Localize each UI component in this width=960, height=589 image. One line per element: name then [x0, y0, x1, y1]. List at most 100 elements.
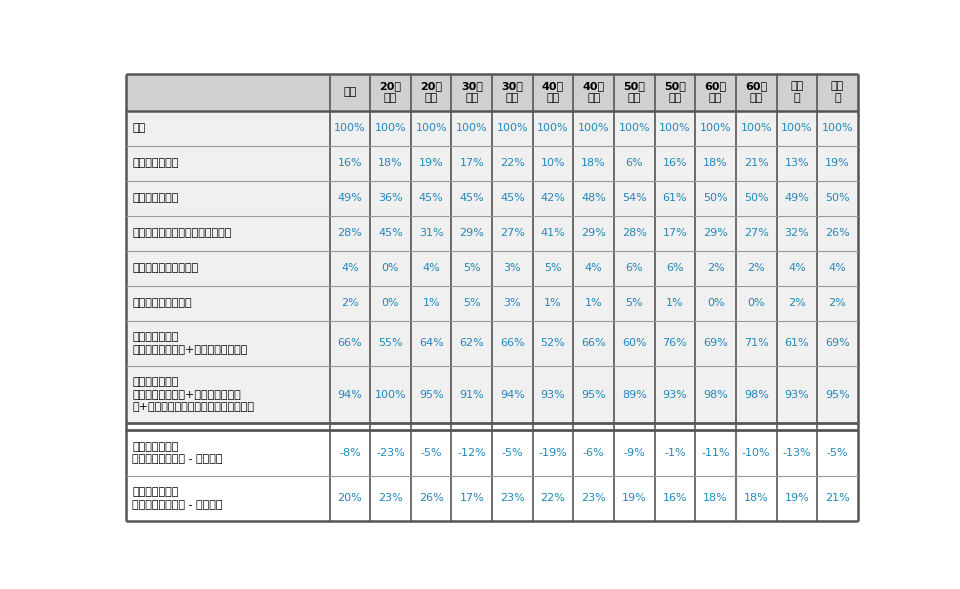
Bar — [411, 145, 451, 181]
Bar — [492, 181, 533, 216]
Text: 93%: 93% — [784, 389, 809, 399]
Bar — [492, 250, 533, 286]
Bar — [126, 430, 329, 475]
Text: 100%: 100% — [781, 123, 813, 133]
Bar — [411, 286, 451, 320]
Text: 60代
男性: 60代 男性 — [705, 81, 727, 103]
Text: 1%: 1% — [585, 298, 603, 308]
Text: 20代
女性: 20代 女性 — [420, 81, 443, 103]
Bar — [817, 430, 858, 475]
Bar — [371, 216, 411, 250]
Bar — [817, 181, 858, 216]
Text: 0%: 0% — [707, 298, 725, 308]
Text: -12%: -12% — [457, 448, 486, 458]
Text: 男性
計: 男性 計 — [790, 81, 804, 103]
Bar — [736, 145, 777, 181]
Text: 52%: 52% — [540, 339, 565, 349]
Text: 100%: 100% — [538, 123, 569, 133]
Text: -1%: -1% — [664, 448, 685, 458]
Text: 17%: 17% — [662, 228, 687, 238]
Bar — [573, 250, 614, 286]
Bar — [371, 250, 411, 286]
Bar — [411, 430, 451, 475]
Bar — [329, 111, 371, 145]
Bar — [533, 366, 573, 423]
Text: 3%: 3% — [504, 263, 521, 273]
Bar — [371, 74, 411, 111]
Text: どちらともいえない・わからない: どちらともいえない・わからない — [132, 228, 231, 238]
Bar — [614, 216, 655, 250]
Text: 49%: 49% — [784, 193, 809, 203]
Bar — [371, 320, 411, 366]
Bar — [573, 286, 614, 320]
Text: 全体: 全体 — [344, 87, 356, 97]
Bar — [533, 430, 573, 475]
Text: 40代
女性: 40代 女性 — [583, 81, 605, 103]
Text: 4%: 4% — [828, 263, 847, 273]
Bar — [695, 430, 736, 475]
Bar — [126, 250, 329, 286]
Text: 22%: 22% — [540, 494, 565, 504]
Bar — [736, 250, 777, 286]
Text: 2%: 2% — [788, 298, 805, 308]
Bar — [777, 366, 817, 423]
Bar — [573, 366, 614, 423]
Bar — [451, 475, 492, 521]
Bar — [533, 286, 573, 320]
Bar — [533, 216, 573, 250]
Text: 18%: 18% — [378, 158, 403, 168]
Bar — [614, 430, 655, 475]
Bar — [777, 216, 817, 250]
Text: 4%: 4% — [788, 263, 805, 273]
Bar — [411, 111, 451, 145]
Text: 100%: 100% — [374, 389, 406, 399]
Text: 50%: 50% — [826, 193, 850, 203]
Text: 61%: 61% — [784, 339, 809, 349]
Text: -5%: -5% — [502, 448, 523, 458]
Bar — [817, 320, 858, 366]
Bar — [817, 145, 858, 181]
Text: 100%: 100% — [334, 123, 366, 133]
Bar — [817, 111, 858, 145]
Text: 95%: 95% — [582, 389, 606, 399]
Bar — [451, 145, 492, 181]
Bar — [614, 475, 655, 521]
Text: 54%: 54% — [622, 193, 647, 203]
Text: 10%: 10% — [540, 158, 565, 168]
Text: 2%: 2% — [707, 263, 725, 273]
Text: -13%: -13% — [782, 448, 811, 458]
Text: 1%: 1% — [422, 298, 440, 308]
Text: -5%: -5% — [420, 448, 442, 458]
Bar — [655, 250, 695, 286]
Bar — [411, 366, 451, 423]
Bar — [371, 286, 411, 320]
Text: 45%: 45% — [419, 193, 444, 203]
Bar — [614, 286, 655, 320]
Bar — [126, 74, 329, 111]
Text: 積極的潜在需要
（積極的利用意向 - 利用率）: 積極的潜在需要 （積極的利用意向 - 利用率） — [132, 442, 223, 464]
Bar — [695, 475, 736, 521]
Bar — [329, 430, 371, 475]
Text: 13%: 13% — [784, 158, 809, 168]
Text: 100%: 100% — [660, 123, 691, 133]
Text: 1%: 1% — [544, 298, 562, 308]
Text: 女性
計: 女性 計 — [830, 81, 844, 103]
Text: 50%: 50% — [744, 193, 769, 203]
Bar — [371, 430, 411, 475]
Text: 30代
男性: 30代 男性 — [461, 81, 483, 103]
Bar — [492, 111, 533, 145]
Bar — [573, 74, 614, 111]
Text: 95%: 95% — [825, 389, 850, 399]
Bar — [817, 286, 858, 320]
Text: 100%: 100% — [416, 123, 447, 133]
Bar — [126, 216, 329, 250]
Bar — [695, 250, 736, 286]
Bar — [777, 430, 817, 475]
Bar — [126, 286, 329, 320]
Bar — [533, 250, 573, 286]
Text: 26%: 26% — [419, 494, 444, 504]
Text: 50%: 50% — [704, 193, 728, 203]
Bar — [533, 111, 573, 145]
Bar — [126, 423, 858, 430]
Bar — [777, 74, 817, 111]
